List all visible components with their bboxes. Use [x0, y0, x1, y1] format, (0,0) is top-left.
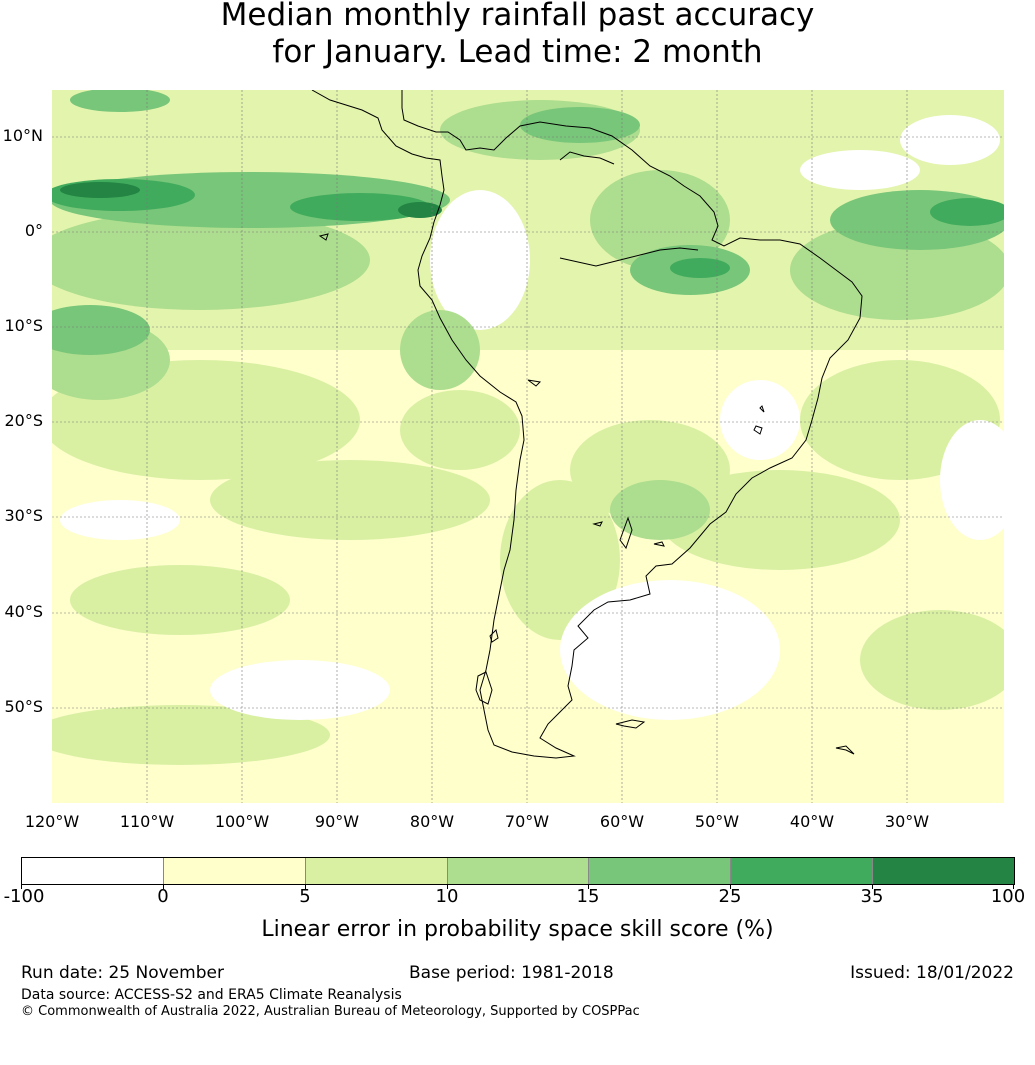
lon-label-50w: 50°W [694, 812, 740, 831]
skill-field [52, 90, 1004, 765]
skill-map [52, 90, 1004, 803]
lat-label-30s: 30°S [4, 506, 43, 525]
colorbar-tick-label: 15 [576, 886, 600, 907]
colorbar-tick-mark [305, 884, 306, 889]
base-period: Base period: 1981-2018 [409, 963, 614, 983]
lon-label-60w: 60°W [599, 812, 645, 831]
map-title-line1: Median monthly rainfall past accuracy [220, 0, 815, 33]
colorbar-segment-25-35 [731, 858, 874, 884]
colorbar-tick-mark [730, 884, 731, 889]
coastline [311, 90, 863, 759]
run-date: Run date: 25 November [21, 963, 224, 983]
lon-label-80w: 80°W [409, 812, 455, 831]
colorbar-tick-label: 100 [990, 886, 1026, 907]
colorbar-tick-label: 0 [157, 886, 169, 907]
lon-label-100w: 100°W [214, 812, 270, 831]
lat-label-50s: 50°S [4, 697, 43, 716]
lon-label-30w: 30°W [884, 812, 930, 831]
colorbar-tick-mark [21, 884, 22, 889]
colorbar-tick-mark [447, 884, 448, 889]
lat-label-40s: 40°S [4, 602, 43, 621]
lon-label-70w: 70°W [504, 812, 550, 831]
colorbar-tick-label: -100 [3, 886, 45, 907]
colorbar-tick-mark [1013, 884, 1014, 889]
lon-label-90w: 90°W [314, 812, 360, 831]
colorbar-tick-label: 35 [860, 886, 884, 907]
copyright: © Commonwealth of Australia 2022, Austra… [21, 1004, 640, 1019]
colorbar-tick-mark [872, 884, 873, 889]
data-source: Data source: ACCESS-S2 and ERA5 Climate … [21, 987, 402, 1003]
lon-label-120w: 120°W [24, 812, 80, 831]
colorbar-segment-35-100 [873, 858, 1015, 884]
lat-label-0: 0° [24, 221, 43, 240]
colorbar-segment-15-25 [589, 858, 732, 884]
lat-label-20s: 20°S [4, 411, 43, 430]
colorbar-tick-mark [588, 884, 589, 889]
lat-label-10s: 10°S [4, 316, 43, 335]
colorbar-segment-5-10 [305, 858, 448, 884]
issued-date: Issued: 18/01/2022 [850, 963, 1014, 983]
lat-label-10n: 10°N [2, 126, 43, 145]
colorbar [21, 857, 1015, 885]
colorbar-tick-label: 10 [435, 886, 459, 907]
map-title-line2: for January. Lead time: 2 month [272, 34, 763, 70]
colorbar-segment-neg100-0 [22, 858, 164, 884]
colorbar-tick-label: 25 [718, 886, 742, 907]
lon-label-40w: 40°W [789, 812, 835, 831]
map-gridlines [52, 90, 1004, 803]
colorbar-label: Linear error in probability space skill … [261, 917, 774, 942]
colorbar-segment-10-15 [447, 858, 590, 884]
colorbar-tick-label: 5 [299, 886, 311, 907]
lon-label-110w: 110°W [119, 812, 175, 831]
colorbar-tick-mark [163, 884, 164, 889]
colorbar-segment-0-5 [163, 858, 306, 884]
